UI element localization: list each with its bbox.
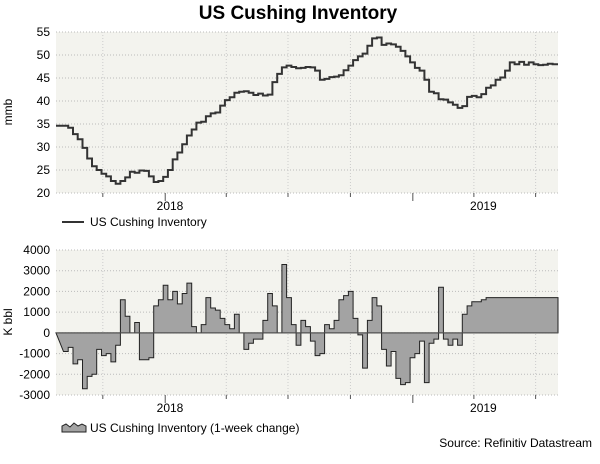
inventory-x-tick-label: 2019 xyxy=(470,199,497,213)
inventory-y-tick-label: 25 xyxy=(37,163,51,177)
weekly-change-y-tick-labels: -3000 -2000 -1000 0 1000 2000 3000 4000 xyxy=(19,243,50,402)
inventory-y-tick-label: 40 xyxy=(37,94,51,108)
weekly-change-y-tick-label: -1000 xyxy=(19,347,50,361)
inventory-series-line xyxy=(56,36,558,185)
inventory-y-tick-label: 45 xyxy=(37,71,51,85)
inventory-y-tick-label: 50 xyxy=(37,48,51,62)
weekly-change-x-tick-labels: 2018 2019 xyxy=(157,401,497,415)
weekly-change-y-tick-label: 4000 xyxy=(23,243,50,257)
weekly-change-y-tick-label: 1000 xyxy=(23,305,50,319)
inventory-y-tick-label: 35 xyxy=(37,117,51,131)
inventory-y-tick-labels: 20 25 30 35 40 45 50 55 xyxy=(37,25,51,200)
weekly-change-legend-swatch xyxy=(61,422,87,433)
weekly-change-y-tick-label: 0 xyxy=(43,326,50,340)
weekly-change-series-area xyxy=(55,264,559,390)
inventory-x-tick-labels: 2018 2019 xyxy=(157,199,497,213)
inventory-gridlines xyxy=(56,31,558,201)
inventory-y-tick-label: 20 xyxy=(37,186,51,200)
weekly-change-legend: US Cushing Inventory (1-week change) xyxy=(61,421,299,435)
inventory-y-tick-label: 55 xyxy=(37,25,51,39)
inventory-y-tick-label: 30 xyxy=(37,140,51,154)
source-note: Source: Refinitiv Datastream xyxy=(439,436,592,450)
inventory-plot-area xyxy=(56,32,558,193)
weekly-change-legend-label: US Cushing Inventory (1-week change) xyxy=(90,421,299,435)
weekly-change-y-tick-label: -2000 xyxy=(19,367,50,381)
weekly-change-y-axis-label: K bbl xyxy=(1,308,15,335)
weekly-change-x-tick-label: 2018 xyxy=(157,401,184,415)
inventory-legend: US Cushing Inventory xyxy=(62,215,207,229)
inventory-panel: 20 25 30 35 40 45 50 55 2018 2019 mmb US Cushing… xyxy=(1,25,558,229)
weekly-change-x-tick-label: 2019 xyxy=(470,401,497,415)
weekly-change-y-tick-label: 2000 xyxy=(23,284,50,298)
weekly-change-y-tick-label: 3000 xyxy=(23,264,50,278)
inventory-y-axis-label: mmb xyxy=(1,98,15,125)
weekly-change-y-tick-label: -3000 xyxy=(19,388,50,402)
inventory-legend-label: US Cushing Inventory xyxy=(90,215,207,229)
chart-title: US Cushing Inventory xyxy=(199,3,398,24)
inventory-x-tick-label: 2018 xyxy=(157,199,184,213)
